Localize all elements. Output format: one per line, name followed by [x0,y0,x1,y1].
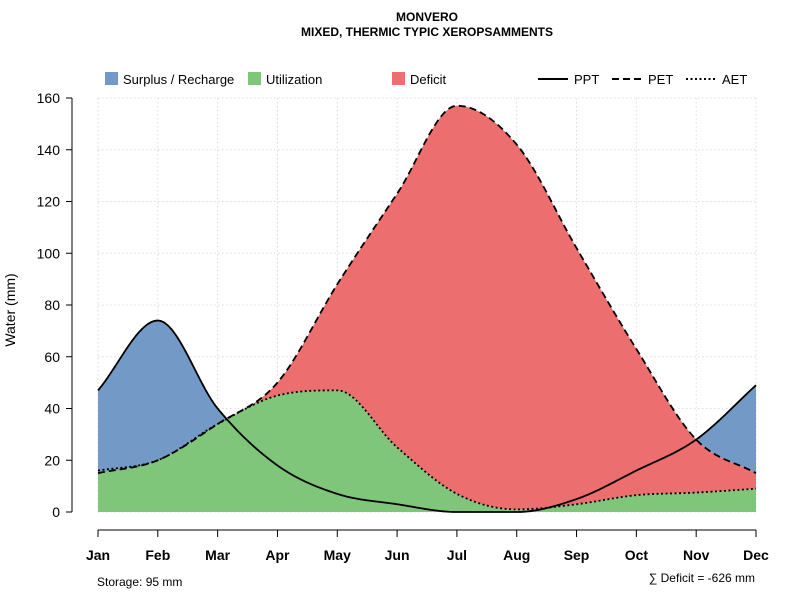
legend-label: Utilization [266,72,322,87]
chart-subtitle: MIXED, THERMIC TYPIC XEROPSAMMENTS [301,25,553,39]
x-tick-label: Nov [683,547,710,563]
legend-label: Deficit [410,72,447,87]
x-tick-label: Jul [447,547,467,563]
x-tick-label: May [324,547,351,563]
y-tick-label: 20 [44,452,60,468]
x-tick-label: Apr [265,547,290,563]
x-tick-label: Sep [564,547,590,563]
x-tick-label: Jun [385,547,410,563]
ppt-line [97,319,757,513]
y-tick-label: 80 [44,297,60,313]
deficit-note: ∑ Deficit = -626 mm [649,571,755,585]
surplus-area [98,320,226,474]
x-tick-label: Oct [625,547,649,563]
legend-label: PET [648,72,673,87]
chart-title: MONVERO [396,10,458,24]
x-tick-label: Aug [503,547,530,563]
y-tick-label: 100 [37,245,61,261]
deficit-area [217,105,756,510]
legend-swatch [105,72,118,85]
x-tick-label: Feb [145,547,170,563]
y-tick-label: 140 [37,142,61,158]
legend: Surplus / Recharge Utilization Deficit PPT P… [105,72,747,87]
area-fills [98,105,756,512]
legend-label: AET [722,72,747,87]
surplus-area [698,385,756,474]
y-tick-label: 0 [52,504,60,520]
series-lines [97,104,757,513]
y-tick-label: 60 [44,349,60,365]
y-tick-label: 120 [37,194,61,210]
legend-swatch [248,72,261,85]
utilization-area [98,390,756,512]
y-tick-label: 40 [44,401,60,417]
x-tick-label: Mar [205,547,230,563]
y-tick-label: 160 [37,90,61,106]
storage-note: Storage: 95 mm [97,575,182,589]
y-axis-label: Water (mm) [2,273,18,346]
x-tick-label: Jan [86,547,110,563]
y-axis: 0 20 40 60 80 100 120 140 160 [37,90,73,520]
legend-swatch [392,72,405,85]
legend-label: Surplus / Recharge [123,72,234,87]
legend-label: PPT [574,72,599,87]
x-axis: Jan Feb Mar Apr May Jun Jul Aug Sep Oct Nov Dec [86,529,769,563]
x-tick-label: Dec [743,547,769,563]
